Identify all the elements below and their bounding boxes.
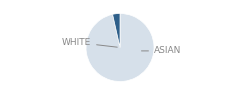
- Text: WHITE: WHITE: [62, 38, 117, 47]
- Text: ASIAN: ASIAN: [141, 46, 181, 55]
- Wedge shape: [86, 14, 154, 82]
- Wedge shape: [113, 14, 120, 48]
